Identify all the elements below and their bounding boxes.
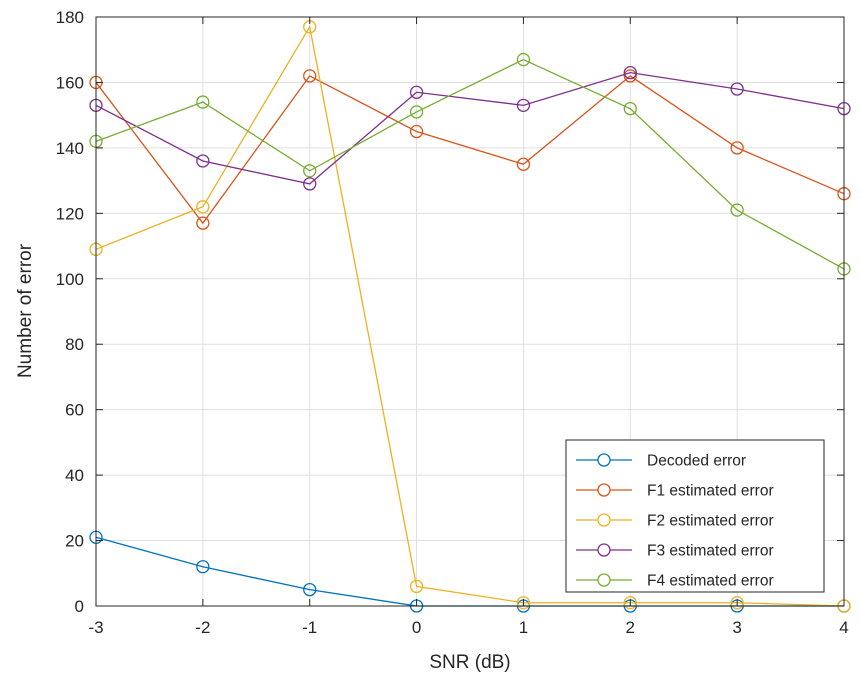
x-tick-label: 4 bbox=[839, 618, 848, 637]
series-line bbox=[95, 58, 845, 270]
x-axis-label: SNR (dB) bbox=[429, 652, 510, 673]
y-tick-label: 160 bbox=[56, 73, 84, 92]
legend-swatch-marker bbox=[597, 483, 611, 497]
data-point bbox=[409, 85, 424, 99]
legend-swatch-marker bbox=[597, 573, 611, 587]
data-point bbox=[516, 596, 531, 610]
data-point bbox=[623, 101, 637, 116]
plot-frame bbox=[95, 16, 845, 607]
y-tick-label: 40 bbox=[65, 466, 84, 485]
legend-swatch-marker bbox=[597, 543, 611, 557]
legend-label: F2 estimated error bbox=[647, 513, 774, 530]
legend-entry: F4 estimated error bbox=[576, 573, 774, 590]
data-point bbox=[303, 177, 317, 191]
series-2 bbox=[89, 69, 851, 230]
data-point bbox=[196, 154, 210, 168]
y-tick-label: 60 bbox=[65, 401, 84, 420]
series-3 bbox=[89, 20, 851, 613]
y-tick-label: 80 bbox=[65, 335, 84, 354]
data-point bbox=[409, 105, 424, 119]
y-tick-label: 0 bbox=[75, 597, 84, 616]
x-tick-label: 0 bbox=[412, 618, 421, 637]
y-tick-label: 120 bbox=[56, 204, 84, 223]
series-line bbox=[95, 75, 845, 225]
data-point bbox=[196, 216, 210, 230]
x-tick-label: 2 bbox=[626, 618, 635, 637]
series-line bbox=[95, 71, 845, 185]
legend-entry: Decoded error bbox=[576, 453, 746, 470]
data-point bbox=[730, 596, 744, 610]
legend-label: Decoded error bbox=[647, 453, 746, 470]
data-point bbox=[516, 52, 531, 67]
data-point bbox=[516, 157, 531, 171]
y-axis-label: Number of error bbox=[15, 243, 36, 378]
x-tick-label: -1 bbox=[302, 618, 317, 637]
legend-entry: F2 estimated error bbox=[576, 513, 774, 530]
data-point bbox=[623, 69, 637, 83]
data-point bbox=[196, 200, 210, 214]
legend-label: F3 estimated error bbox=[647, 543, 774, 560]
data-point bbox=[623, 65, 637, 80]
series-4 bbox=[89, 65, 851, 191]
data-point bbox=[730, 141, 744, 155]
y-tick-label: 140 bbox=[56, 139, 84, 158]
data-point bbox=[303, 69, 317, 83]
y-tick-label: 20 bbox=[65, 532, 84, 551]
legend-entry: F1 estimated error bbox=[576, 483, 774, 500]
data-point bbox=[303, 164, 317, 178]
data-point bbox=[730, 203, 744, 217]
y-tick-label: 180 bbox=[56, 8, 84, 27]
x-tick-label: 3 bbox=[732, 618, 741, 637]
data-point bbox=[196, 95, 210, 109]
legend-label: F4 estimated error bbox=[647, 573, 774, 590]
legend-label: F1 estimated error bbox=[647, 483, 774, 500]
data-point bbox=[623, 596, 637, 610]
legend: Decoded error F1 estimated error F2 estima… bbox=[565, 439, 825, 593]
data-point bbox=[516, 98, 531, 112]
x-tick-label: -2 bbox=[195, 618, 210, 637]
data-point bbox=[303, 582, 317, 597]
data-point bbox=[730, 82, 744, 96]
series-line bbox=[95, 25, 845, 607]
data-point bbox=[196, 560, 210, 574]
x-tick-label: -3 bbox=[88, 618, 103, 637]
data-point bbox=[409, 579, 424, 594]
legend-entry: F3 estimated error bbox=[576, 543, 774, 560]
legend-swatch-marker bbox=[597, 453, 611, 467]
x-tick-label: 1 bbox=[519, 618, 528, 637]
legend-swatch-marker bbox=[597, 513, 611, 527]
y-tick-label: 100 bbox=[56, 270, 84, 289]
data-point bbox=[409, 124, 424, 139]
